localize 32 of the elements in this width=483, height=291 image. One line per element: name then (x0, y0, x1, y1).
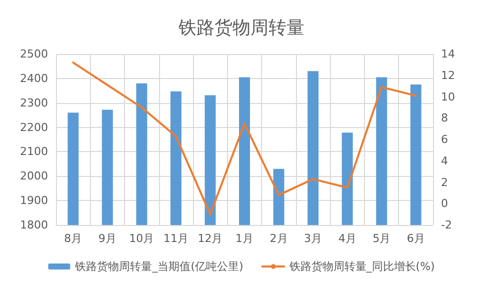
line-series (72, 62, 417, 216)
legend-label: 铁路货物周转量_当期值(亿吨公里) (74, 260, 244, 273)
x-tick-label: 6月 (406, 232, 425, 245)
y2-tick-label: -2 (441, 218, 452, 232)
y2-tick-label: 10 (441, 90, 455, 104)
x-tick-label: 1月 (236, 232, 254, 245)
legend-label: 铁路货物周转量_同比增长(%) (288, 260, 435, 273)
y-tick-label: 1900 (20, 194, 48, 208)
y-tick-label: 2200 (20, 120, 48, 134)
y2-tick-label: 6 (441, 133, 448, 146)
x-tick-label: 3月 (304, 232, 322, 245)
x-tick-label: 5月 (372, 232, 391, 245)
y2-tick-label: 8 (441, 112, 448, 125)
y-tick-label: 2100 (20, 145, 48, 158)
y2-tick-label: 12 (441, 68, 455, 82)
x-tick-label: 4月 (338, 232, 356, 245)
x-tick-label: 12月 (198, 232, 223, 245)
x-tick-label: 11月 (163, 232, 188, 245)
y2-tick-label: 14 (441, 48, 455, 60)
x-tick-label: 10月 (129, 232, 154, 245)
y2-tick-label: 4 (441, 154, 448, 168)
x-tick-label: 8月 (64, 232, 82, 245)
x-tick-label: 2月 (270, 232, 288, 245)
y-tick-label: 2400 (20, 72, 48, 85)
y-tick-label: 2000 (20, 170, 48, 183)
y2-tick-label: 2 (441, 176, 448, 189)
y-tick-label: 1800 (20, 218, 48, 232)
y-tick-label: 2500 (20, 48, 48, 60)
x-tick-label: 9月 (98, 232, 116, 245)
y2-tick-label: 0 (441, 197, 448, 210)
chart-title: 铁路货物周转量 (178, 18, 304, 38)
y-tick-label: 2300 (20, 96, 48, 110)
